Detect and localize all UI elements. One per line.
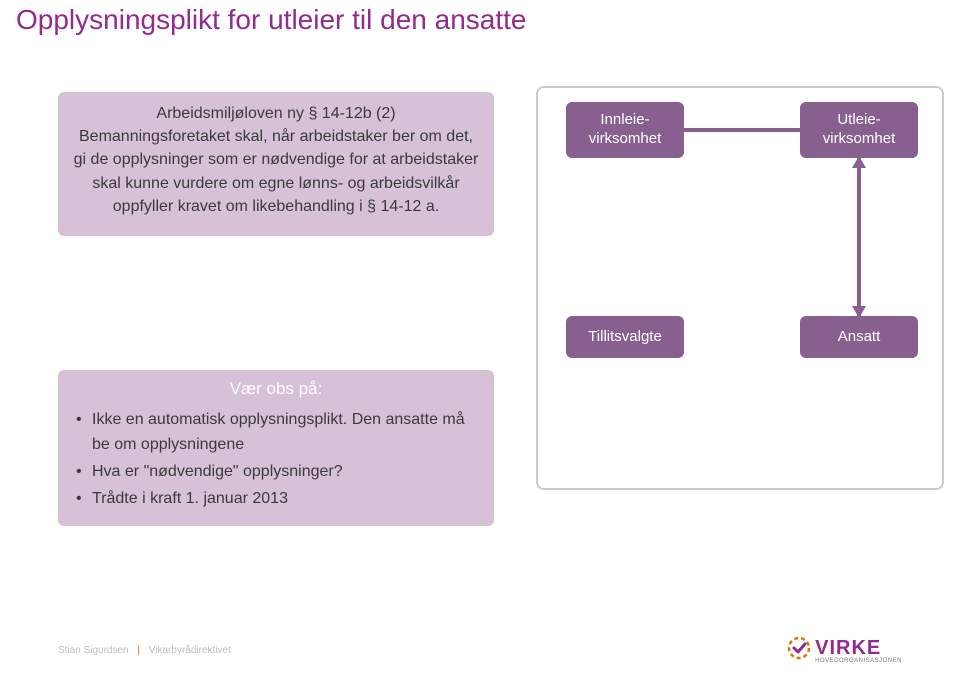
law-text-box: Arbeidsmiljøloven ny § 14-12b (2) Bemann… [58,92,494,236]
node-utleie: Utleie- virksomhet [800,102,918,158]
page-title: Opplysningsplikt for utleier til den ans… [16,4,527,36]
list-item: Ikke en automatisk opplysningsplikt. Den… [76,408,480,458]
logo-subtitle: HOVEDORGANISASJONEN [815,658,902,664]
list-item: Hva er "nødvendige" opplysninger? [76,460,480,485]
node-ansatt-label: Ansatt [804,328,914,347]
node-innleie-line1: Innleie- [570,111,680,130]
obs-box: Vær obs på: Ikke en automatisk opplysnin… [58,370,494,526]
node-innleie: Innleie- virksomhet [566,102,684,158]
node-tillitsvalgte: Tillitsvalgte [566,316,684,358]
node-tillitsvalgte-label: Tillitsvalgte [570,328,680,347]
virke-logo: VIRKE HOVEDORGANISASJONEN [787,636,902,665]
node-utleie-line1: Utleie- [804,111,914,130]
obs-list: Ikke en automatisk opplysningsplikt. Den… [72,408,480,511]
list-item: Trådte i kraft 1. januar 2013 [76,487,480,512]
footer: Stian Sigurdsen | Vikarbyrådirektivet VI… [58,636,902,665]
node-innleie-line2: virksomhet [570,130,680,149]
connector-top [684,128,800,132]
obs-heading: Vær obs på: [72,370,480,406]
logo-mark-icon [787,636,811,665]
connector-right [857,158,861,316]
footer-context: Vikarbyrådirektivet [149,645,231,656]
node-ansatt: Ansatt [800,316,918,358]
logo-word: VIRKE [815,637,902,660]
law-reference: Arbeidsmiljøloven ny § 14-12b (2) [72,102,480,125]
org-diagram: Innleie- virksomhet Utleie- virksomhet T… [536,86,944,490]
arrowhead-down-icon [852,306,866,318]
arrowhead-up-icon [852,156,866,168]
footer-author: Stian Sigurdsen [58,645,129,656]
footer-separator-icon: | [131,645,146,656]
node-utleie-line2: virksomhet [804,130,914,149]
footer-text: Stian Sigurdsen | Vikarbyrådirektivet [58,645,231,656]
law-body: Bemanningsforetaket skal, når arbeidstak… [72,125,480,218]
